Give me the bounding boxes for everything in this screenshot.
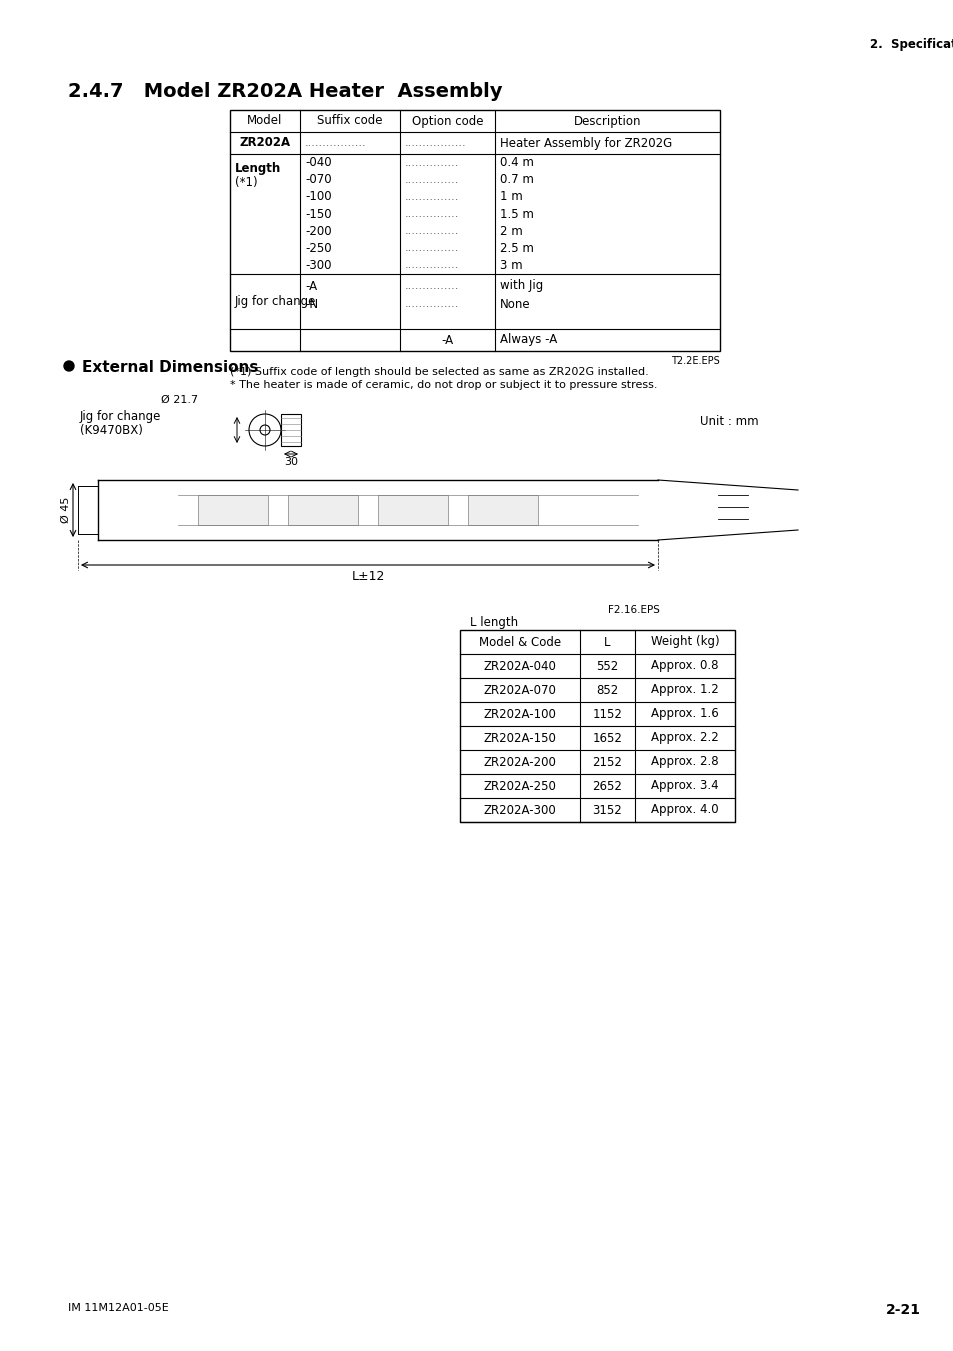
Text: ...............: ............... <box>405 243 459 253</box>
Text: Approx. 3.4: Approx. 3.4 <box>651 780 718 793</box>
Text: .................: ................. <box>405 138 466 149</box>
Text: Approx. 2.2: Approx. 2.2 <box>651 731 719 744</box>
Text: -100: -100 <box>305 190 332 204</box>
Text: Model & Code: Model & Code <box>478 635 560 648</box>
Text: 2152: 2152 <box>592 755 621 769</box>
Text: ...............: ............... <box>405 299 459 309</box>
Text: L: L <box>603 635 610 648</box>
Text: External Dimensions: External Dimensions <box>82 359 258 376</box>
Text: Model: Model <box>247 115 282 127</box>
Text: ...............: ............... <box>405 209 459 219</box>
Text: None: None <box>499 297 530 311</box>
Text: 0.4 m: 0.4 m <box>499 157 534 169</box>
Text: -N: -N <box>305 297 317 311</box>
Text: ...............: ............... <box>405 174 459 185</box>
Text: 1 m: 1 m <box>499 190 522 204</box>
Text: .................: ................. <box>305 138 366 149</box>
Text: -200: -200 <box>305 224 332 238</box>
Text: 2.4.7   Model ZR202A Heater  Assembly: 2.4.7 Model ZR202A Heater Assembly <box>68 82 502 101</box>
Text: (K9470BX): (K9470BX) <box>80 424 143 436</box>
Text: -A: -A <box>305 280 316 293</box>
Text: 1652: 1652 <box>592 731 621 744</box>
Text: -040: -040 <box>305 157 332 169</box>
Text: with Jig: with Jig <box>499 280 542 293</box>
Text: Jig for change: Jig for change <box>234 295 316 308</box>
Text: * The heater is made of ceramic, do not drop or subject it to pressure stress.: * The heater is made of ceramic, do not … <box>230 380 657 390</box>
Text: Weight (kg): Weight (kg) <box>650 635 719 648</box>
Text: Approx. 1.6: Approx. 1.6 <box>651 708 719 720</box>
Text: Heater Assembly for ZR202G: Heater Assembly for ZR202G <box>499 136 672 150</box>
Text: ZR202A: ZR202A <box>239 136 291 150</box>
Bar <box>288 494 357 526</box>
Text: Always -A: Always -A <box>499 334 557 346</box>
Circle shape <box>64 361 74 372</box>
Text: 852: 852 <box>596 684 618 697</box>
Text: 2.5 m: 2.5 m <box>499 242 534 255</box>
Text: 552: 552 <box>596 659 618 673</box>
Text: ZR202A-150: ZR202A-150 <box>483 731 556 744</box>
Text: ZR202A-100: ZR202A-100 <box>483 708 556 720</box>
Text: Approx. 2.8: Approx. 2.8 <box>651 755 718 769</box>
Text: Length: Length <box>234 162 281 176</box>
Bar <box>468 494 537 526</box>
Text: 1.5 m: 1.5 m <box>499 208 534 220</box>
Text: Ø 45: Ø 45 <box>61 497 71 523</box>
Text: 0.7 m: 0.7 m <box>499 173 534 186</box>
Text: Suffix code: Suffix code <box>317 115 382 127</box>
Text: ZR202A-250: ZR202A-250 <box>483 780 556 793</box>
Text: ZR202A-200: ZR202A-200 <box>483 755 556 769</box>
Text: Description: Description <box>573 115 640 127</box>
Text: -300: -300 <box>305 259 331 272</box>
Text: -150: -150 <box>305 208 332 220</box>
Text: (*1) Suffix code of length should be selected as same as ZR202G installed.: (*1) Suffix code of length should be sel… <box>230 367 648 377</box>
Text: Jig for change: Jig for change <box>80 409 161 423</box>
Text: (*1): (*1) <box>234 176 257 189</box>
Bar <box>230 109 720 351</box>
Text: 3 m: 3 m <box>499 259 522 272</box>
Text: 2-21: 2-21 <box>885 1302 920 1317</box>
Text: Unit : mm: Unit : mm <box>700 415 758 428</box>
Text: F2.16.EPS: F2.16.EPS <box>607 605 659 615</box>
Text: -250: -250 <box>305 242 332 255</box>
Text: ZR202A-040: ZR202A-040 <box>483 659 556 673</box>
Text: ...............: ............... <box>405 281 459 290</box>
Text: L±12: L±12 <box>351 570 384 584</box>
Text: 30: 30 <box>284 457 297 467</box>
Text: ZR202A-300: ZR202A-300 <box>483 804 556 816</box>
Text: 3152: 3152 <box>592 804 621 816</box>
Text: 2652: 2652 <box>592 780 621 793</box>
Text: -070: -070 <box>305 173 332 186</box>
Text: IM 11M12A01-05E: IM 11M12A01-05E <box>68 1302 169 1313</box>
Text: ...............: ............... <box>405 261 459 270</box>
Text: Approx. 1.2: Approx. 1.2 <box>651 684 719 697</box>
Text: ...............: ............... <box>405 158 459 168</box>
Text: ...............: ............... <box>405 192 459 201</box>
Text: ZR202A-070: ZR202A-070 <box>483 684 556 697</box>
Text: ...............: ............... <box>405 226 459 236</box>
Text: -A: -A <box>441 334 453 346</box>
Text: Option code: Option code <box>412 115 483 127</box>
Text: L length: L length <box>470 616 517 630</box>
Text: Approx. 4.0: Approx. 4.0 <box>651 804 718 816</box>
Bar <box>198 494 268 526</box>
Bar <box>459 630 734 821</box>
Text: 2 m: 2 m <box>499 224 522 238</box>
Bar <box>281 413 301 446</box>
Text: T2.2E.EPS: T2.2E.EPS <box>671 357 720 366</box>
Text: 1152: 1152 <box>592 708 621 720</box>
Text: 2.  Specifications: 2. Specifications <box>869 38 953 51</box>
Text: Ø 21.7: Ø 21.7 <box>161 394 198 405</box>
Text: Approx. 0.8: Approx. 0.8 <box>651 659 718 673</box>
Bar <box>377 494 448 526</box>
